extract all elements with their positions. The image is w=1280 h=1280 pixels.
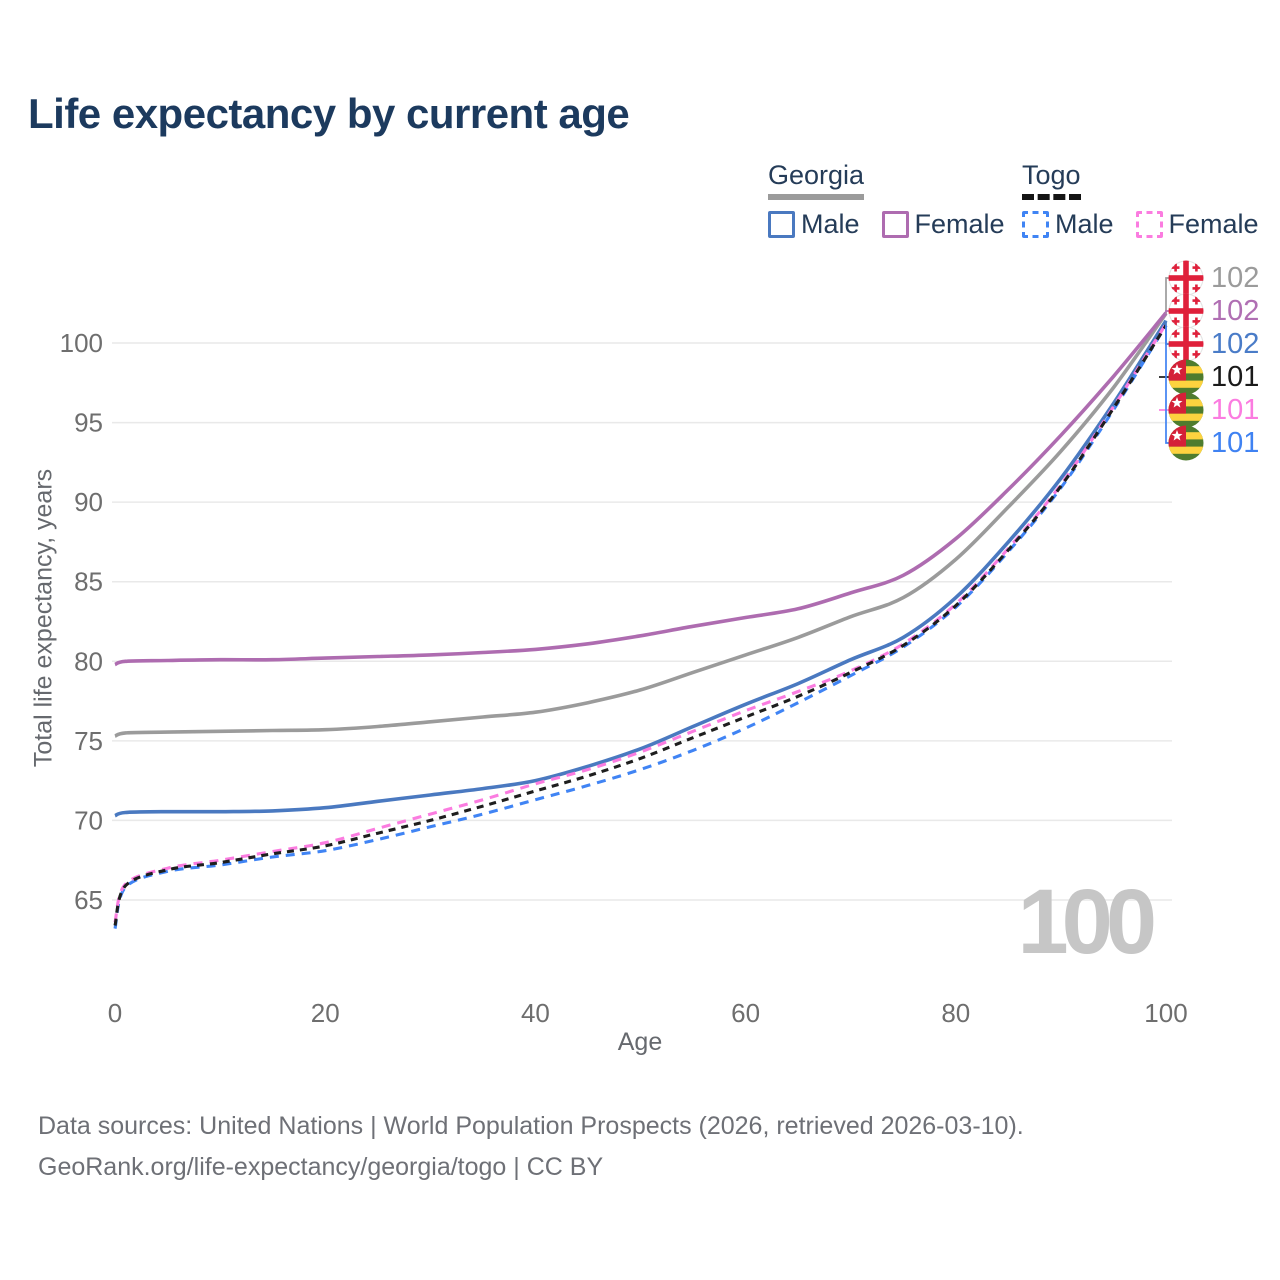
legend-label-togo-female[interactable]: Female	[1168, 209, 1259, 239]
georgia-flag-icon	[1168, 260, 1204, 296]
series-line-georgia_both[interactable]	[114, 312, 1168, 738]
series-line-togo_male[interactable]	[113, 324, 1168, 929]
end-label-value: 101	[1211, 393, 1260, 426]
y-tick-label: 80	[74, 646, 103, 676]
y-tick-label: 100	[60, 328, 103, 358]
footer-attribution: GeoRank.org/life-expectancy/georgia/togo…	[38, 1153, 604, 1181]
y-tick-label: 95	[74, 408, 103, 438]
end-label-togo_male: 101	[1168, 425, 1259, 461]
togo-flag-icon	[1168, 392, 1204, 428]
end-label-togo_both: 101	[1168, 359, 1259, 395]
legend-country-togo[interactable]: Togo	[1022, 160, 1081, 200]
end-label-togo_female: 101	[1168, 392, 1259, 428]
series-line-togo_female[interactable]	[113, 323, 1168, 923]
togo-flag-icon	[1168, 425, 1204, 461]
footer-data-sources: Data sources: United Nations | World Pop…	[38, 1112, 1024, 1140]
x-tick-label: 60	[731, 998, 760, 1028]
x-tick-label: 100	[1144, 998, 1187, 1028]
x-tick-label: 80	[941, 998, 970, 1028]
legend-label-georgia-male[interactable]: Male	[801, 209, 860, 239]
legend-swatch-georgia-female[interactable]	[881, 211, 909, 238]
legend-swatch-togo-female[interactable]	[1135, 211, 1163, 238]
end-label-value: 101	[1211, 426, 1260, 459]
footer: Data sources: United Nations | World Pop…	[38, 1106, 1024, 1188]
page-title: Life expectancy by current age	[28, 90, 630, 137]
end-label-value: 102	[1211, 294, 1260, 327]
series-line-georgia_female[interactable]	[114, 311, 1168, 667]
watermark-age-counter: 100	[1018, 871, 1154, 973]
end-label-georgia_female: 102	[1168, 293, 1259, 329]
togo-flag-icon	[1168, 359, 1204, 395]
end-label-georgia_both: 102	[1168, 260, 1259, 296]
x-axis-title: Age	[617, 1028, 663, 1056]
series-line-togo_both[interactable]	[113, 324, 1168, 926]
y-tick-label: 85	[74, 567, 103, 597]
legend-country-georgia[interactable]: Georgia	[768, 160, 865, 200]
y-tick-label: 65	[74, 885, 103, 915]
legend-swatch-togo-male[interactable]	[1022, 211, 1049, 238]
y-tick-label: 90	[74, 487, 103, 517]
y-axis-title: Total life expectancy, years	[29, 468, 58, 768]
legend-label-togo-male[interactable]: Male	[1055, 209, 1114, 239]
legend-group-togo: Togo Male Female	[1022, 160, 1259, 240]
legend-group-georgia: Georgia Male Female	[768, 160, 1005, 240]
end-label-value: 101	[1211, 360, 1260, 393]
end-label-value: 102	[1211, 327, 1260, 360]
georgia-flag-icon	[1168, 293, 1204, 329]
legend-label-georgia-female[interactable]: Female	[914, 209, 1005, 239]
y-tick-label: 75	[74, 726, 103, 756]
series-line-georgia_male[interactable]	[114, 319, 1168, 818]
legend-swatch-georgia-male[interactable]	[768, 211, 795, 238]
legend: Georgia Male Female Togo Male Female	[0, 160, 1280, 250]
x-tick-label: 0	[108, 998, 122, 1028]
y-tick-label: 70	[74, 805, 103, 835]
end-label-georgia_male: 102	[1168, 326, 1259, 362]
x-tick-label: 40	[521, 998, 550, 1028]
x-tick-label: 20	[311, 998, 340, 1028]
end-label-value: 102	[1211, 261, 1260, 294]
georgia-flag-icon	[1168, 326, 1204, 362]
